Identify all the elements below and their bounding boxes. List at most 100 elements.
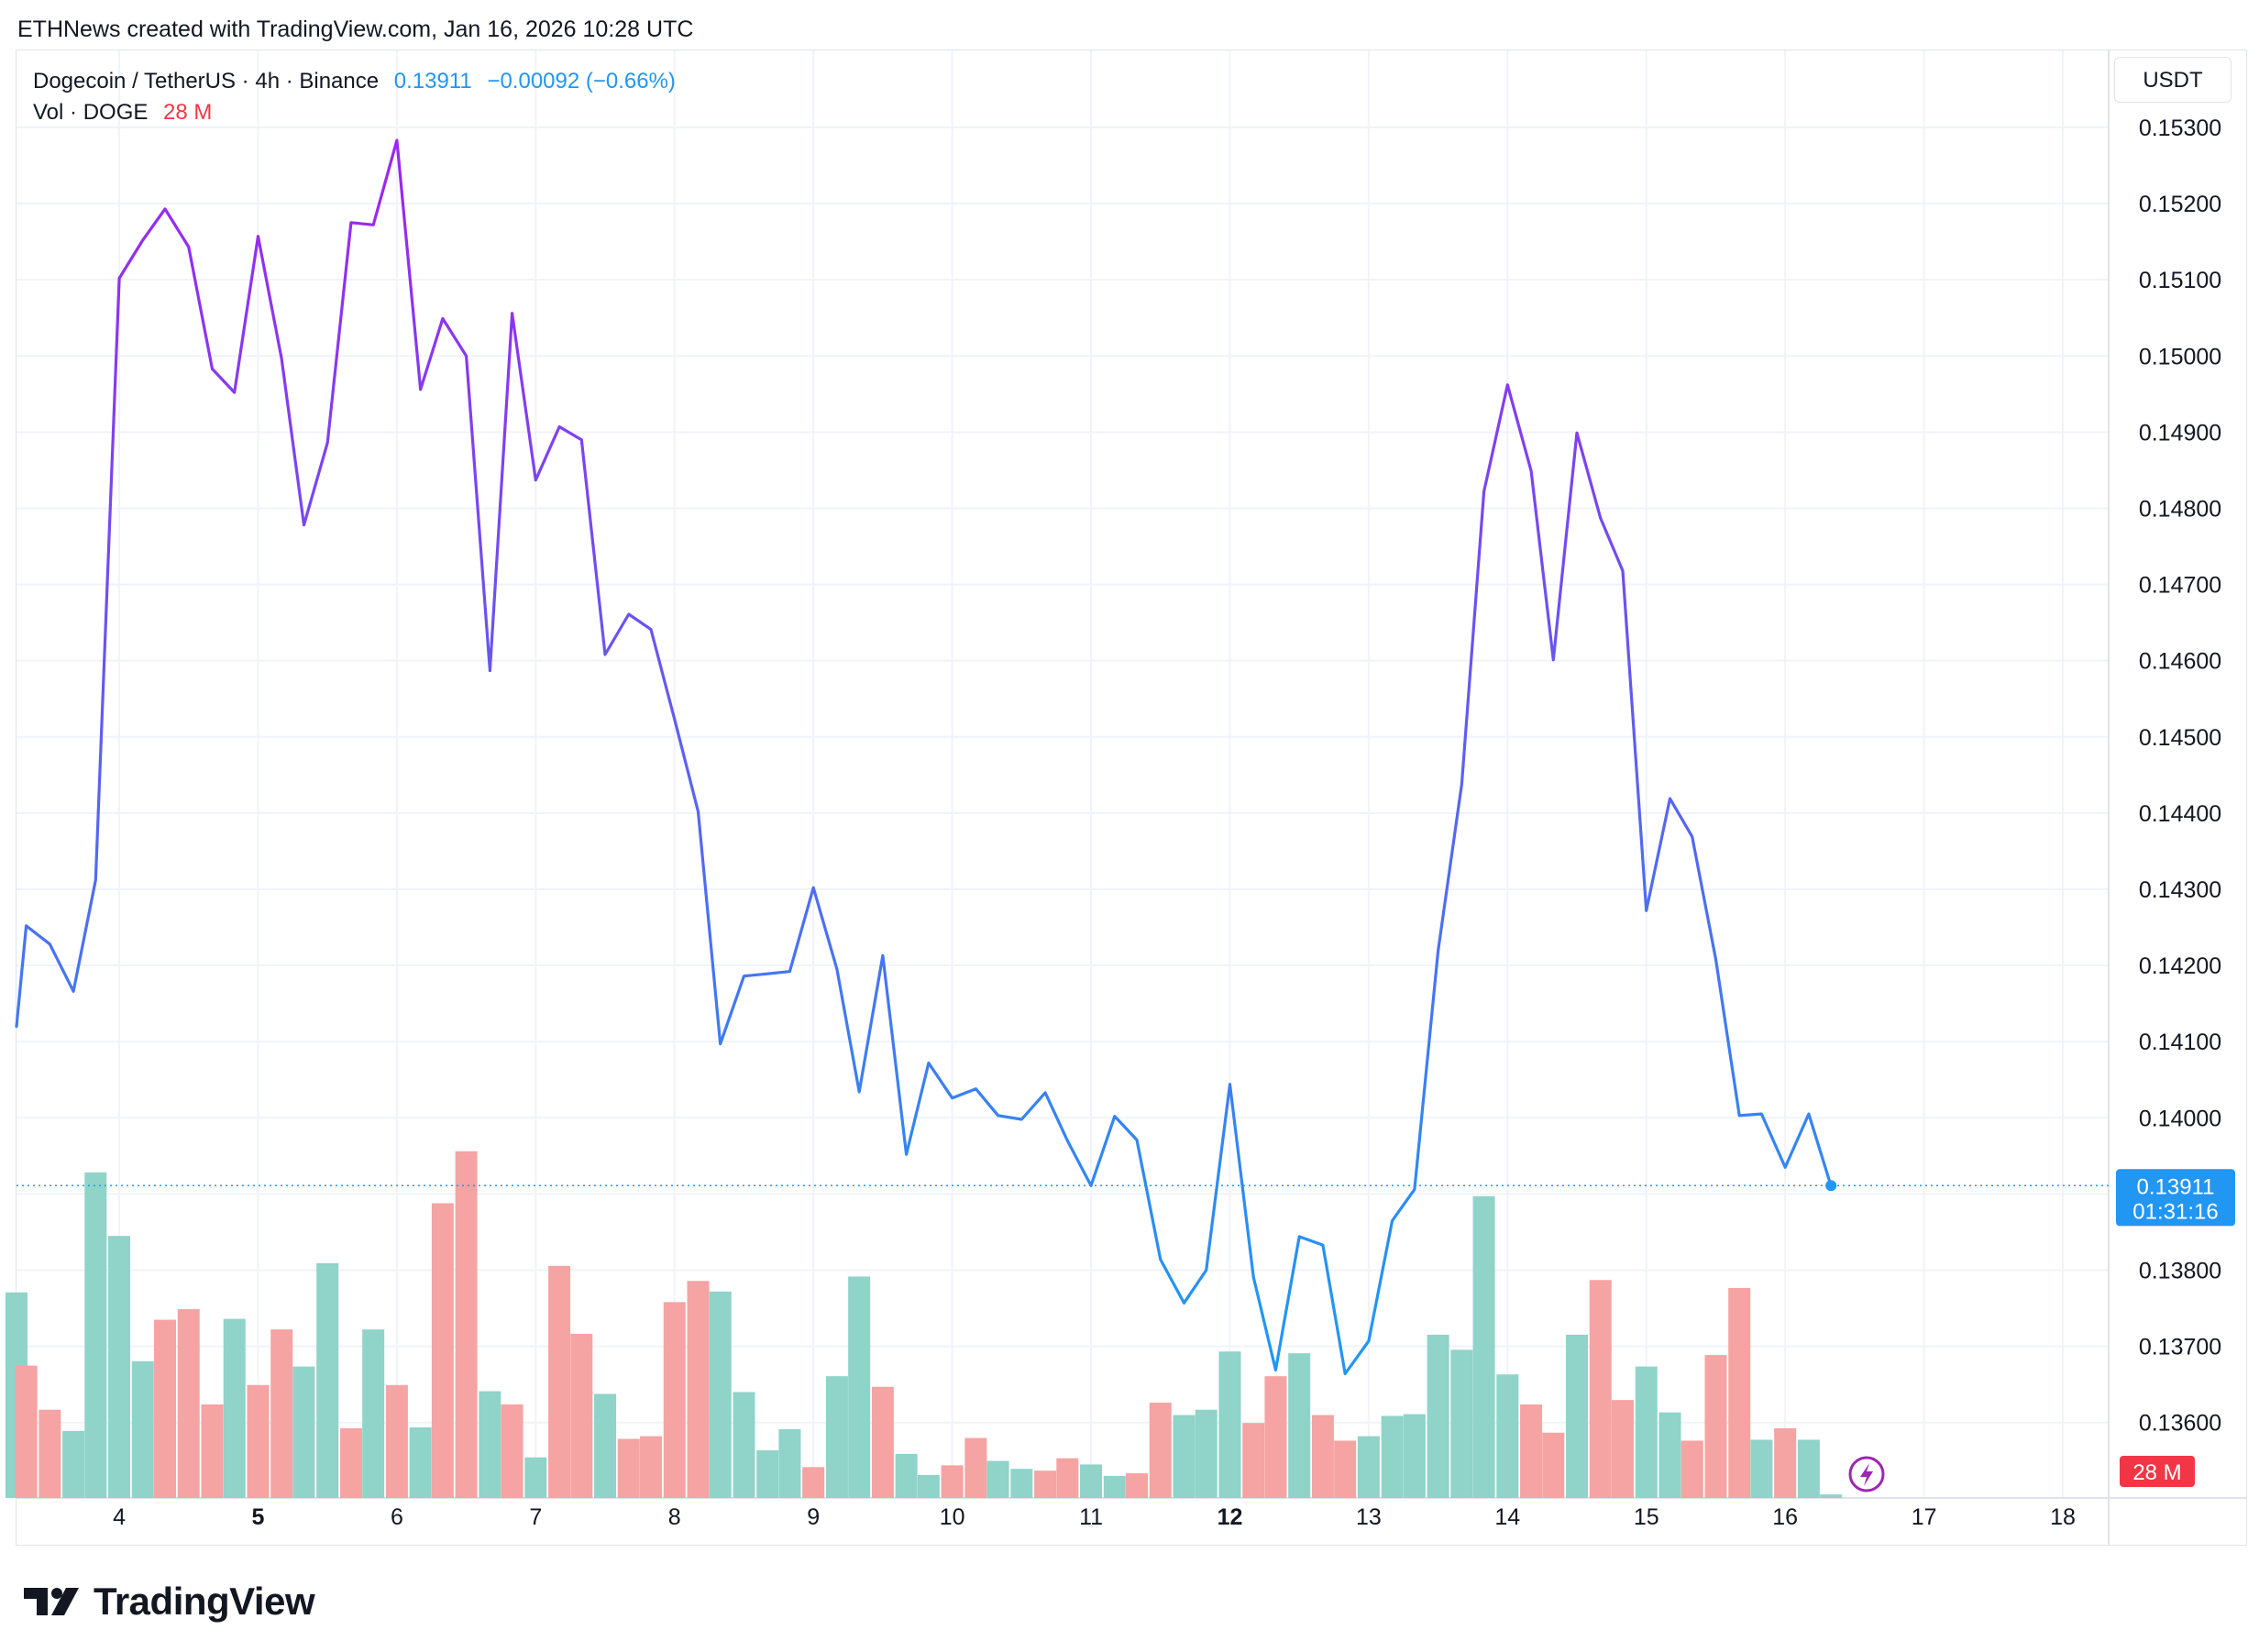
y-tick-label: 0.14900 xyxy=(2139,420,2221,446)
volume-bars xyxy=(6,1151,1843,1498)
volume-bar xyxy=(154,1319,177,1498)
x-tick-label: 9 xyxy=(807,1504,820,1530)
volume-bar xyxy=(1704,1355,1727,1498)
volume-bar xyxy=(709,1291,732,1498)
y-tick-label: 0.15000 xyxy=(2139,344,2221,369)
volume-bar xyxy=(1149,1403,1172,1498)
volume-bar xyxy=(524,1457,547,1498)
volume-label-box xyxy=(2120,1456,2195,1487)
volume-bar xyxy=(1195,1409,1218,1498)
volume-bar xyxy=(548,1265,571,1498)
volume-bar xyxy=(1056,1458,1079,1498)
x-tick-label: 12 xyxy=(1218,1504,1243,1530)
volume-bar xyxy=(1472,1195,1495,1498)
volume-bar xyxy=(1403,1414,1426,1498)
volume-bar xyxy=(15,1365,38,1498)
volume-bar xyxy=(1774,1427,1797,1498)
x-tick-label: 18 xyxy=(2050,1504,2076,1530)
volume-bar xyxy=(385,1384,408,1498)
y-tick-label: 0.15300 xyxy=(2139,116,2221,141)
volume-bar xyxy=(1381,1415,1404,1498)
volume-bar xyxy=(1728,1287,1751,1498)
volume-bar xyxy=(1542,1432,1565,1498)
volume-bar xyxy=(802,1467,825,1498)
y-tick-label: 0.13700 xyxy=(2139,1335,2221,1360)
x-tick-label: 17 xyxy=(1912,1504,1937,1530)
x-tick-label: 15 xyxy=(1634,1504,1659,1530)
volume-bar xyxy=(825,1376,848,1498)
lightning-icon[interactable] xyxy=(1848,1456,1885,1492)
volume-bar xyxy=(1264,1376,1287,1498)
volume-bar xyxy=(1010,1469,1033,1498)
x-tick-label: 5 xyxy=(252,1504,265,1530)
volume-bar xyxy=(479,1391,501,1498)
time-axis[interactable]: 4 5 6 7 8 9 10 11 12 13 14 15 16 17 18 xyxy=(113,1504,2076,1530)
volume-bar xyxy=(108,1236,131,1498)
y-tick-label: 0.13600 xyxy=(2139,1411,2221,1437)
volume-bar xyxy=(1357,1436,1380,1498)
volume-axis-label: 28 M xyxy=(2132,1460,2181,1485)
chart-frame xyxy=(16,50,2247,1546)
volume-bar xyxy=(270,1329,293,1498)
x-tick-label: 6 xyxy=(391,1504,403,1530)
volume-bar xyxy=(316,1262,339,1498)
volume-bar xyxy=(1427,1334,1449,1498)
volume-bar xyxy=(1820,1494,1843,1498)
volume-bar xyxy=(1311,1415,1334,1498)
y-tick-label: 0.14000 xyxy=(2139,1106,2221,1131)
volume-bar xyxy=(1173,1415,1196,1498)
x-tick-label: 8 xyxy=(668,1504,681,1530)
last-price-label: 0.13911 xyxy=(2137,1174,2215,1199)
volume-bar xyxy=(1658,1412,1681,1498)
x-tick-label: 4 xyxy=(113,1504,126,1530)
volume-bar xyxy=(39,1409,61,1498)
volume-bar xyxy=(247,1384,270,1498)
y-tick-label: 0.14200 xyxy=(2139,953,2221,979)
volume-bar xyxy=(663,1302,686,1498)
volume-bar xyxy=(1612,1400,1635,1498)
symbol-title[interactable]: Dogecoin / TetherUS · 4h · Binance xyxy=(33,69,380,94)
volume-legend-label[interactable]: Vol · DOGE xyxy=(33,100,149,125)
volume-bar xyxy=(1566,1334,1589,1498)
y-tick-label: 0.14300 xyxy=(2139,877,2221,903)
tradingview-logo[interactable]: TradingView xyxy=(24,1579,315,1624)
volume-bar xyxy=(871,1386,894,1498)
y-tick-label: 0.13800 xyxy=(2139,1259,2221,1284)
volume-bar xyxy=(1334,1440,1357,1498)
x-tick-label: 11 xyxy=(1079,1504,1103,1530)
volume-bar xyxy=(1520,1404,1543,1498)
last-price: 0.13911 xyxy=(393,69,472,94)
chart-credit: ETHNews created with TradingView.com, Ja… xyxy=(17,17,694,42)
volume-bar xyxy=(501,1404,523,1498)
volume-bar xyxy=(1242,1423,1265,1498)
volume-bar xyxy=(964,1437,987,1498)
volume-bar xyxy=(362,1329,385,1498)
volume-bar xyxy=(292,1366,315,1498)
x-tick-label: 13 xyxy=(1356,1504,1382,1530)
volume-bar xyxy=(1288,1353,1311,1498)
currency-button[interactable]: USDT xyxy=(2114,57,2231,103)
volume-bar xyxy=(1034,1470,1057,1498)
volume-bar xyxy=(848,1276,871,1498)
last-price-label-box xyxy=(2116,1169,2235,1227)
bar-countdown-label: 01:31:16 xyxy=(2132,1199,2218,1224)
price-change: −0.00092 (−0.66%) xyxy=(487,69,676,94)
y-tick-label: 0.14400 xyxy=(2139,801,2221,827)
y-tick-label: 0.14500 xyxy=(2139,725,2221,751)
volume-bar xyxy=(62,1430,85,1498)
volume-bar xyxy=(1635,1366,1658,1498)
volume-legend-value: 28 M xyxy=(163,100,213,125)
volume-bar xyxy=(594,1393,617,1498)
price-line xyxy=(15,138,1833,1376)
volume-bar xyxy=(455,1151,478,1498)
tradingview-logo-text: TradingView xyxy=(94,1580,315,1623)
volume-bar xyxy=(941,1465,964,1498)
volume-bar xyxy=(778,1428,801,1498)
x-tick-label: 7 xyxy=(529,1504,542,1530)
grid xyxy=(17,50,2246,1545)
volume-bar xyxy=(617,1438,640,1498)
volume-bar xyxy=(756,1450,779,1498)
tradingview-logo-icon xyxy=(24,1588,79,1615)
price-axis[interactable]: 0.136000.137000.138000.139000.140000.141… xyxy=(2139,116,2221,1437)
